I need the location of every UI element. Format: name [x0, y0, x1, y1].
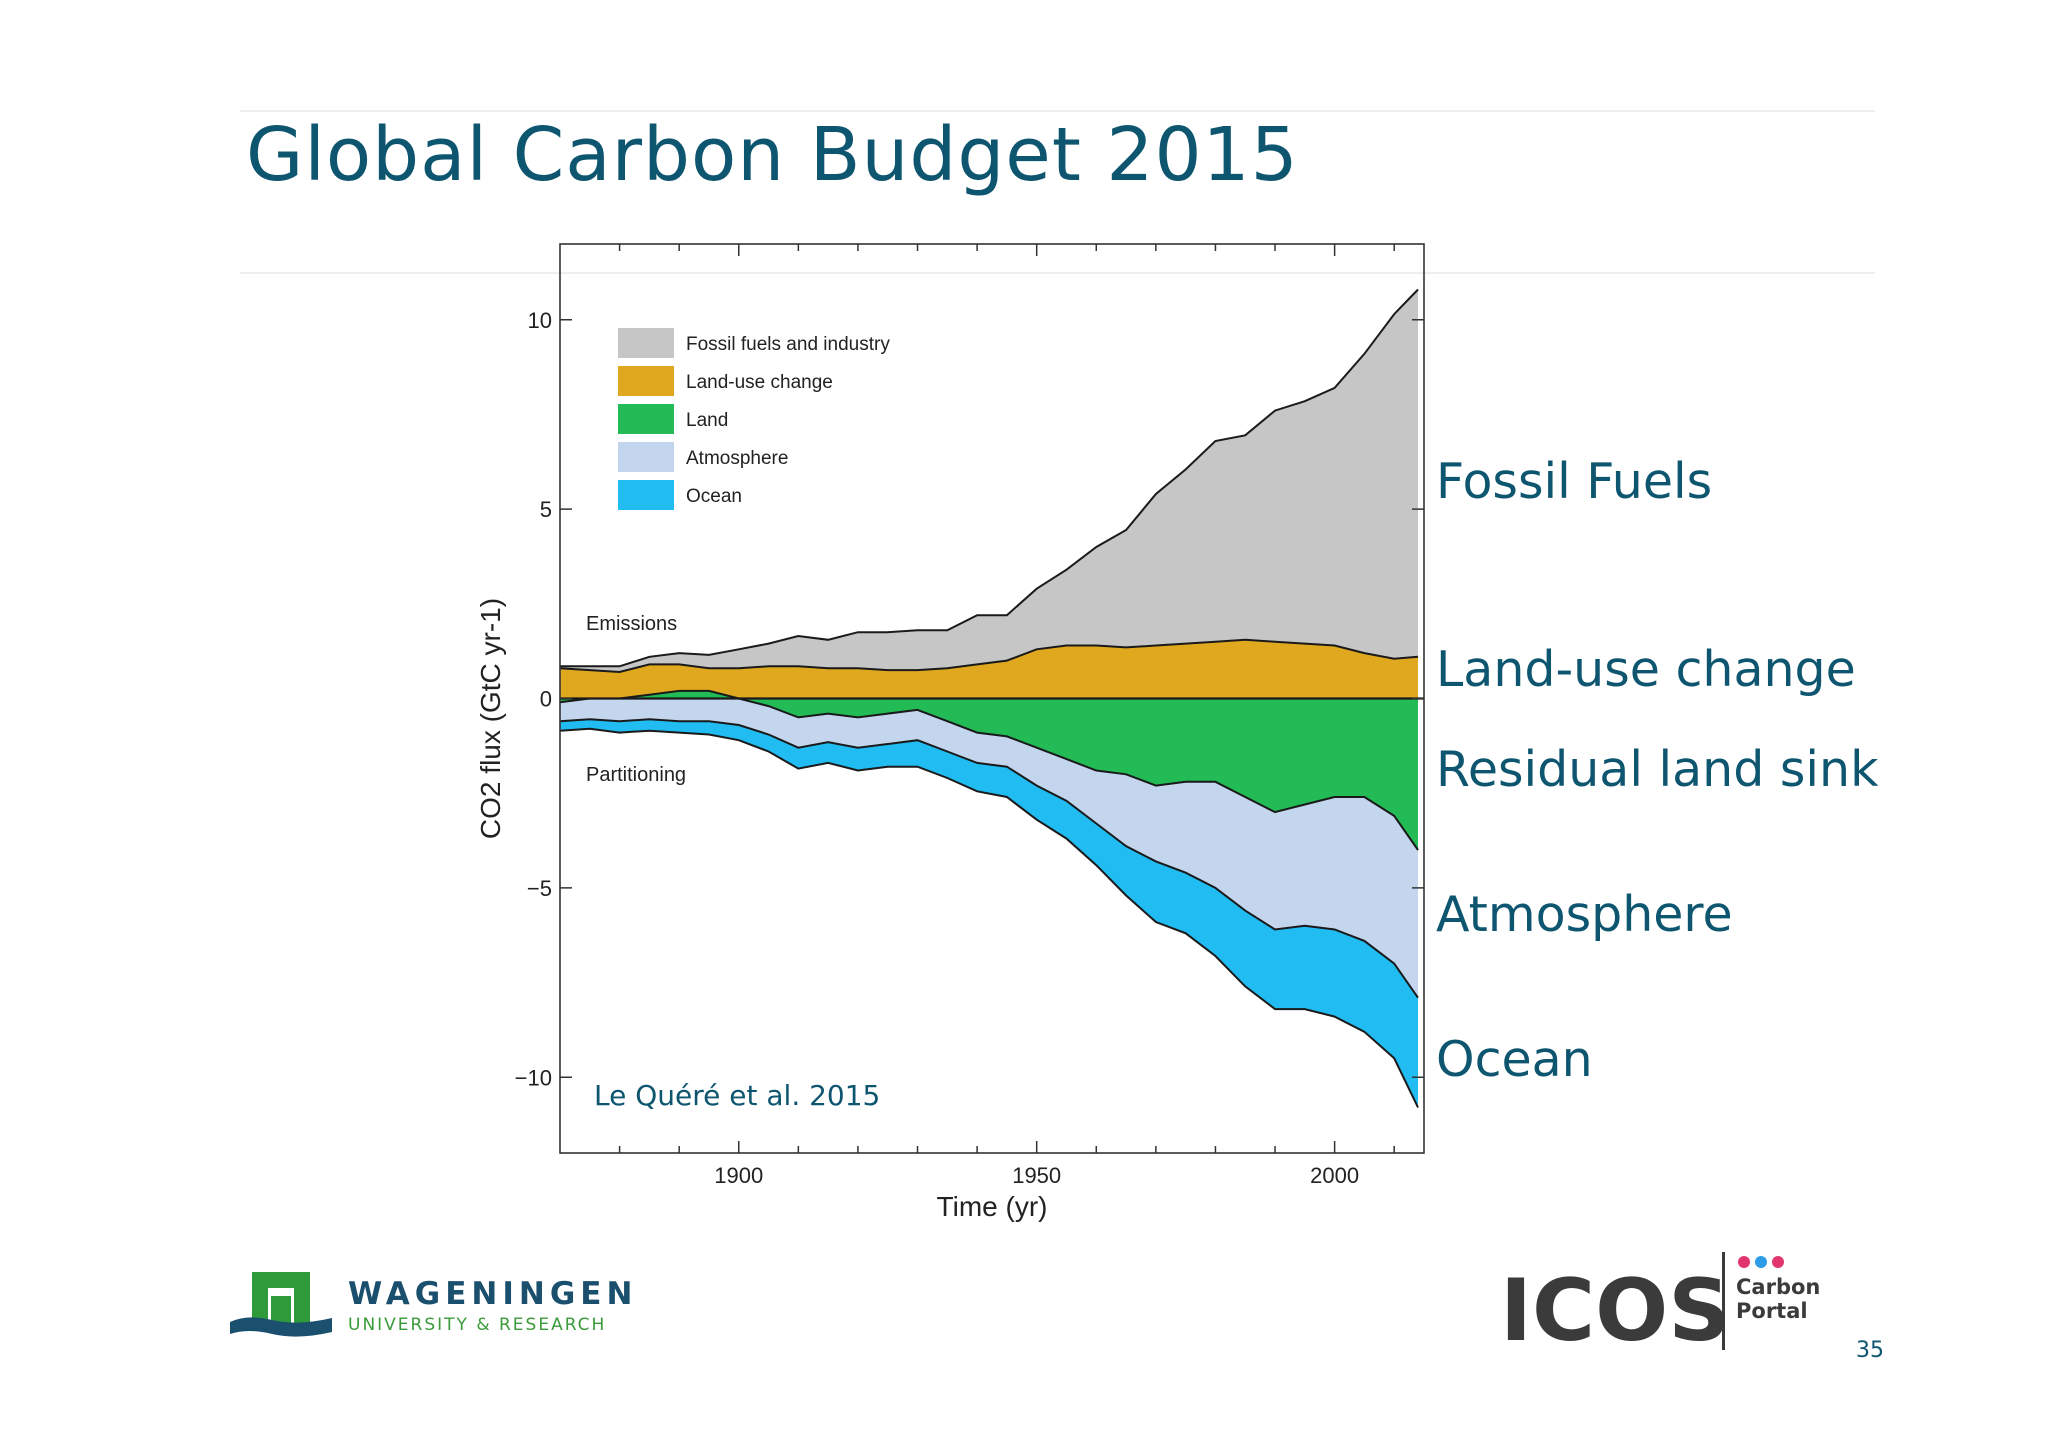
outline-atmosphere — [559, 718, 1419, 999]
x-tick-label: 2000 — [1310, 1163, 1359, 1188]
legend-label-atmosphere: Atmosphere — [686, 448, 788, 469]
outline-ocean — [559, 727, 1419, 1108]
page-number: 35 — [1856, 1338, 1884, 1363]
side-label-land-use-change: Land-use change — [1436, 641, 1856, 698]
side-label-ocean: Ocean — [1436, 1031, 1593, 1088]
y-tick-label: −5 — [527, 876, 552, 901]
emissions-annotation: Emissions — [586, 613, 677, 635]
legend-label-ocean: Ocean — [686, 486, 742, 507]
icos-carbon-portal-logo: ICOS Carbon Portal — [1500, 1252, 1820, 1350]
outline-land-use-top — [559, 638, 1419, 674]
legend-label-land: Land — [686, 410, 728, 431]
top-rule — [240, 110, 1875, 112]
outline-land-sink — [559, 689, 1419, 851]
outline-fossil-top — [560, 288, 1419, 668]
legend-label-land-use-change: Land-use change — [686, 372, 833, 393]
side-label-fossil-fuels: Fossil Fuels — [1436, 453, 1713, 510]
side-label-residual-land-sink: Residual land sink — [1436, 741, 1879, 798]
partitioning-annotation: Partitioning — [586, 764, 686, 786]
legend-swatch-land-use-change — [618, 366, 674, 396]
x-tick-label: 1950 — [1012, 1163, 1061, 1188]
svg-text:Carbon: Carbon — [1736, 1275, 1820, 1299]
legend-swatch-ocean — [618, 480, 674, 510]
area-layer — [560, 289, 1418, 1108]
y-tick-label: 5 — [540, 497, 552, 522]
area-land — [560, 690, 1418, 850]
svg-text:WAGENINGEN: WAGENINGEN — [348, 1276, 637, 1312]
svg-text:UNIVERSITY & RESEARCH: UNIVERSITY & RESEARCH — [348, 1315, 606, 1335]
y-axis-label: CO2 flux (GtC yr-1) — [475, 598, 506, 839]
y-tick-label: −10 — [515, 1065, 552, 1090]
citation-annotation: Le Quéré et al. 2015 — [594, 1079, 880, 1112]
legend-label-fossil-fuels-and-industry: Fossil fuels and industry — [686, 334, 890, 355]
x-tick-label: 1900 — [714, 1163, 763, 1188]
title-underline-rule — [240, 272, 1875, 274]
area-land-use-change — [560, 639, 1418, 699]
outline-layer — [559, 288, 1424, 1108]
svg-text:ICOS: ICOS — [1500, 1261, 1730, 1350]
x-axis-label: Time (yr) — [937, 1191, 1048, 1222]
legend-swatch-atmosphere — [618, 442, 674, 472]
svg-text:Portal: Portal — [1736, 1299, 1808, 1323]
legend-swatch-land — [618, 404, 674, 434]
side-label-atmosphere: Atmosphere — [1436, 886, 1733, 943]
legend: Fossil fuels and industry Land-use change… — [618, 328, 890, 510]
area-fossil-fuels-and-industry — [560, 289, 1418, 672]
axis-ticks: 1900 1950 2000 10 5 0 −5 −10 — [515, 244, 1424, 1188]
area-ocean — [560, 719, 1418, 1108]
y-tick-label: 0 — [540, 687, 552, 712]
area-atmosphere — [560, 698, 1418, 998]
y-tick-label: 10 — [528, 308, 552, 333]
slide-title: Global Carbon Budget 2015 — [246, 112, 1299, 198]
legend-swatch-fossil-fuels-and-industry — [618, 328, 674, 358]
wageningen-logo: WAGENINGEN UNIVERSITY & RESEARCH — [230, 1272, 637, 1337]
